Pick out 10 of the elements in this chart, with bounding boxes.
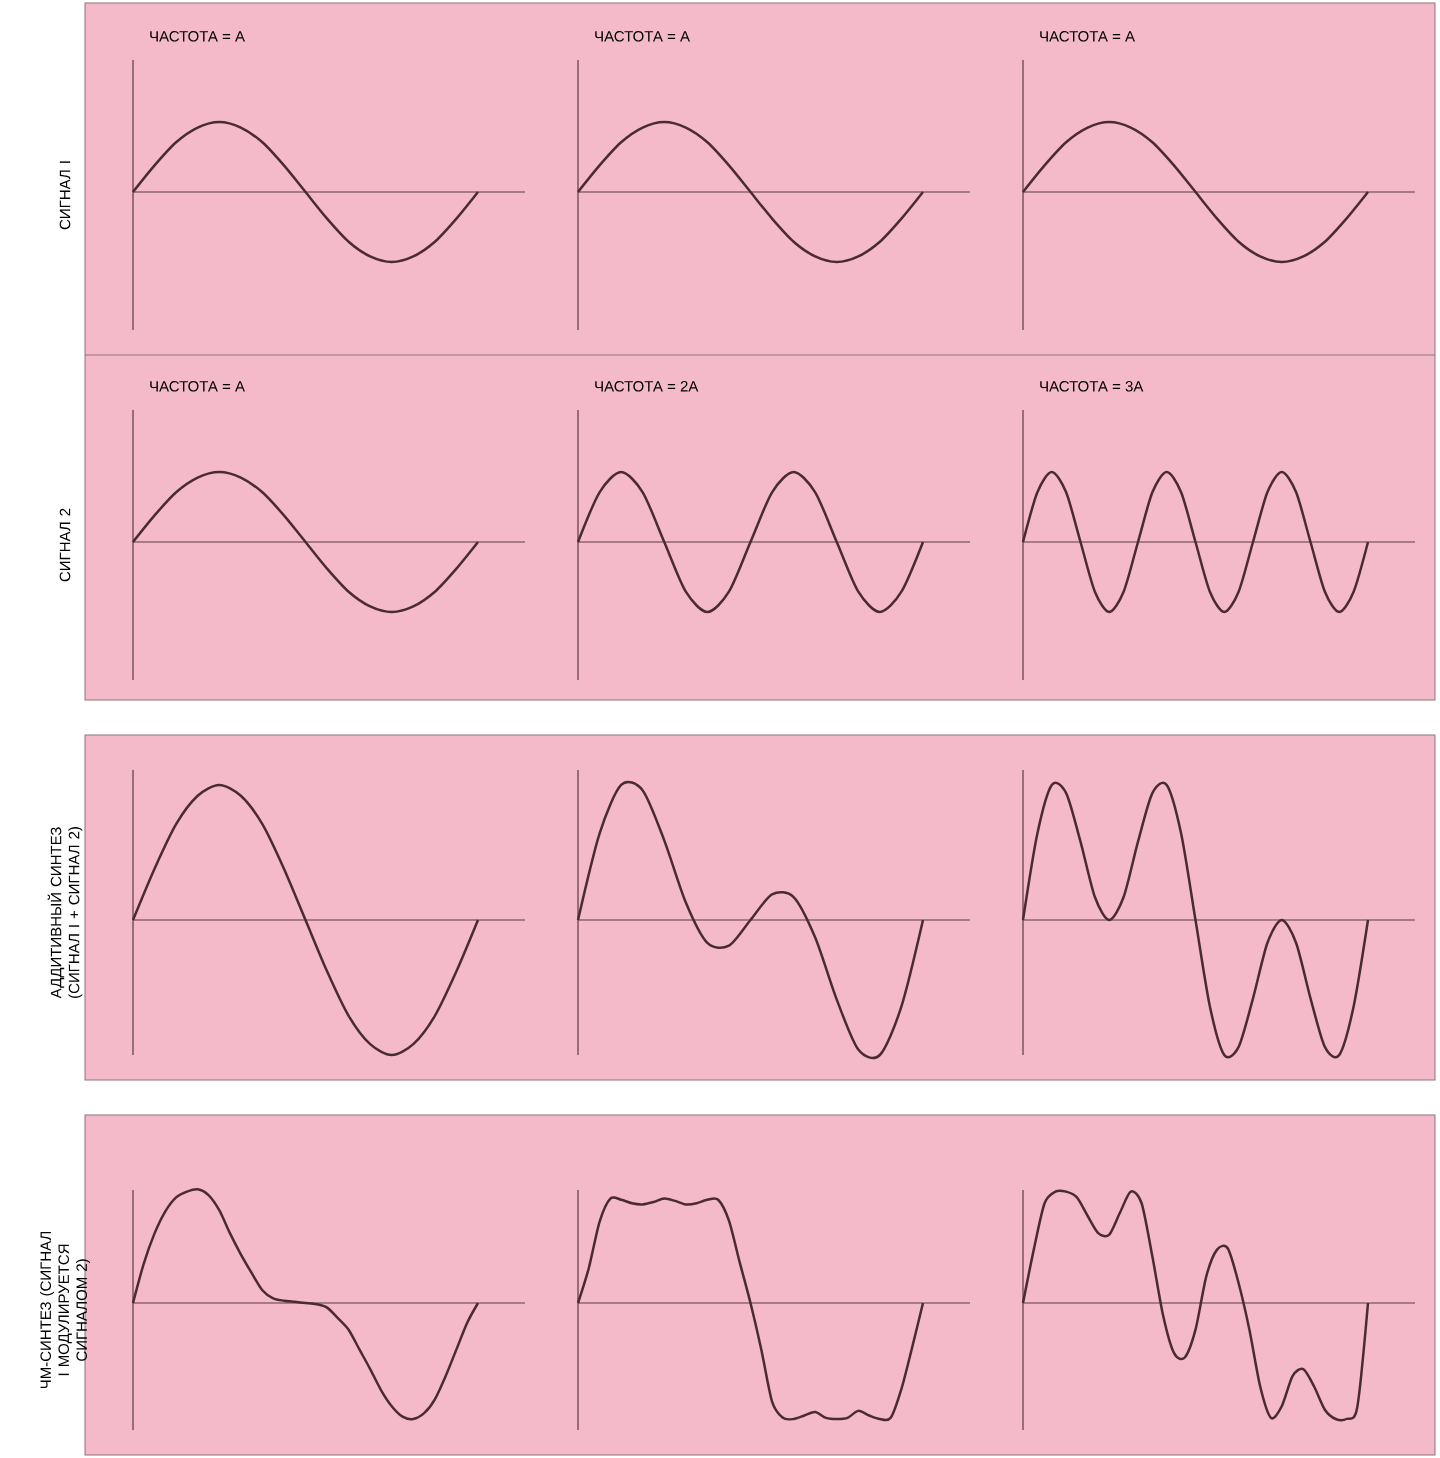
- y-axis-title: АДДИТИВНЫЙ СИНТЕЗ (СИГНАЛ I + СИГНАЛ 2): [47, 827, 83, 999]
- y-axis-title: СИГНАЛ I: [59, 161, 71, 230]
- chart-title: ЧАСТОТА = 2A: [595, 380, 699, 392]
- chart-title: ЧАСТОТА = A: [150, 380, 245, 392]
- chart-title: ЧАСТОТА = 3A: [1040, 380, 1144, 392]
- chart-title: ЧАСТОТА = A: [1040, 30, 1135, 42]
- y-axis-title: ЧМ-СИНТЕЗ (СИГНАЛ I МОДУЛИРУЕТСЯ СИГНАЛОМ 2): [40, 1231, 90, 1389]
- chart-title: ЧАСТОТА = A: [595, 30, 690, 42]
- y-axis-title: СИГНАЛ 2: [59, 508, 71, 582]
- chart-title: ЧАСТОТА = A: [150, 30, 245, 42]
